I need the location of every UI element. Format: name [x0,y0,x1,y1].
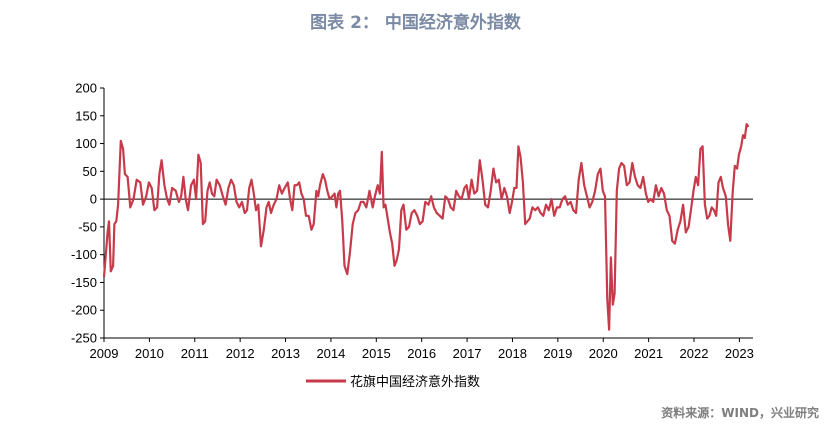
y-tick-label: 200 [75,81,97,96]
x-tick-label: 2018 [498,346,527,361]
x-tick-label: 2023 [725,346,754,361]
x-tick-label: 2013 [271,346,300,361]
y-tick-label: -200 [71,303,97,318]
series-layer [102,123,750,331]
legend: 花旗中国经济意外指数 [306,374,480,390]
x-tick-label: 2015 [362,346,391,361]
y-tick-label: 0 [90,192,97,207]
y-tick-label: -250 [71,331,97,346]
y-tick-label: 150 [75,108,97,123]
y-tick-label: 100 [75,136,97,151]
x-tick-label: 2014 [316,346,345,361]
legend-label: 花旗中国经济意外指数 [350,374,480,390]
x-tick-label: 2020 [589,346,618,361]
series-line [102,123,750,331]
source-note: 资料来源：WIND，兴业研究 [661,406,819,420]
x-tick-label: 2009 [90,346,119,361]
x-tick-label: 2012 [226,346,255,361]
x-tick-label: 2010 [135,346,164,361]
x-tick-label: 2011 [181,346,209,361]
y-tick-label: 50 [83,164,97,179]
y-tick-label: -100 [71,247,97,262]
x-tick-label: 2022 [680,346,709,361]
chart-title: 图表 2： 中国经济意外指数 [310,13,521,33]
y-tick-label: -50 [78,219,97,234]
x-tick-label: 2017 [453,346,482,361]
x-tick-label: 2021 [634,346,663,361]
x-tick-label: 2016 [407,346,436,361]
y-tick-label: -150 [71,275,97,290]
x-tick-label: 2019 [543,346,572,361]
